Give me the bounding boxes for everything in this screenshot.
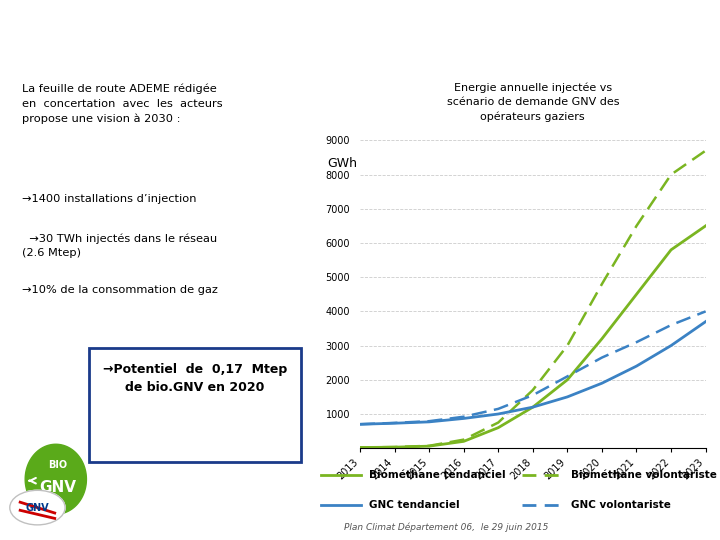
- Circle shape: [10, 490, 65, 525]
- Polygon shape: [25, 444, 86, 514]
- FancyBboxPatch shape: [89, 348, 300, 462]
- Text: →30 TWh injectés dans le réseau
(2.6 Mtep): →30 TWh injectés dans le réseau (2.6 Mte…: [22, 233, 217, 258]
- Text: →10% de la consommation de gaz: →10% de la consommation de gaz: [22, 285, 218, 294]
- Text: Biométhane volontariste: Biométhane volontariste: [571, 470, 716, 481]
- Text: Energie annuelle injectée vs
scénario de demande GNV des
opérateurs gaziers: Energie annuelle injectée vs scénario de…: [446, 83, 619, 122]
- Text: GWh: GWh: [328, 157, 358, 170]
- Text: →1400 installations d’injection: →1400 installations d’injection: [22, 194, 197, 204]
- Text: Plan Climat Département 06,  le 29 juin 2015: Plan Climat Département 06, le 29 juin 2…: [344, 522, 549, 532]
- Text: La feuille de route ADEME rédigée
en  concertation  avec  les  acteurs
propose u: La feuille de route ADEME rédigée en con…: [22, 84, 223, 124]
- Text: BIO: BIO: [48, 460, 67, 470]
- Text: La production de biométhane dépassera les besoins en GNV: La production de biométhane dépassera le…: [18, 25, 654, 45]
- Text: GNC tendanciel: GNC tendanciel: [369, 500, 460, 510]
- Text: Biométhane tendanciel: Biométhane tendanciel: [369, 470, 506, 481]
- Text: GNV: GNV: [26, 503, 49, 512]
- Text: GNC volontariste: GNC volontariste: [571, 500, 671, 510]
- Text: →Potentiel  de  0,17  Mtep
de bio.GNV en 2020: →Potentiel de 0,17 Mtep de bio.GNV en 20…: [102, 363, 287, 394]
- Text: GNV: GNV: [39, 481, 76, 496]
